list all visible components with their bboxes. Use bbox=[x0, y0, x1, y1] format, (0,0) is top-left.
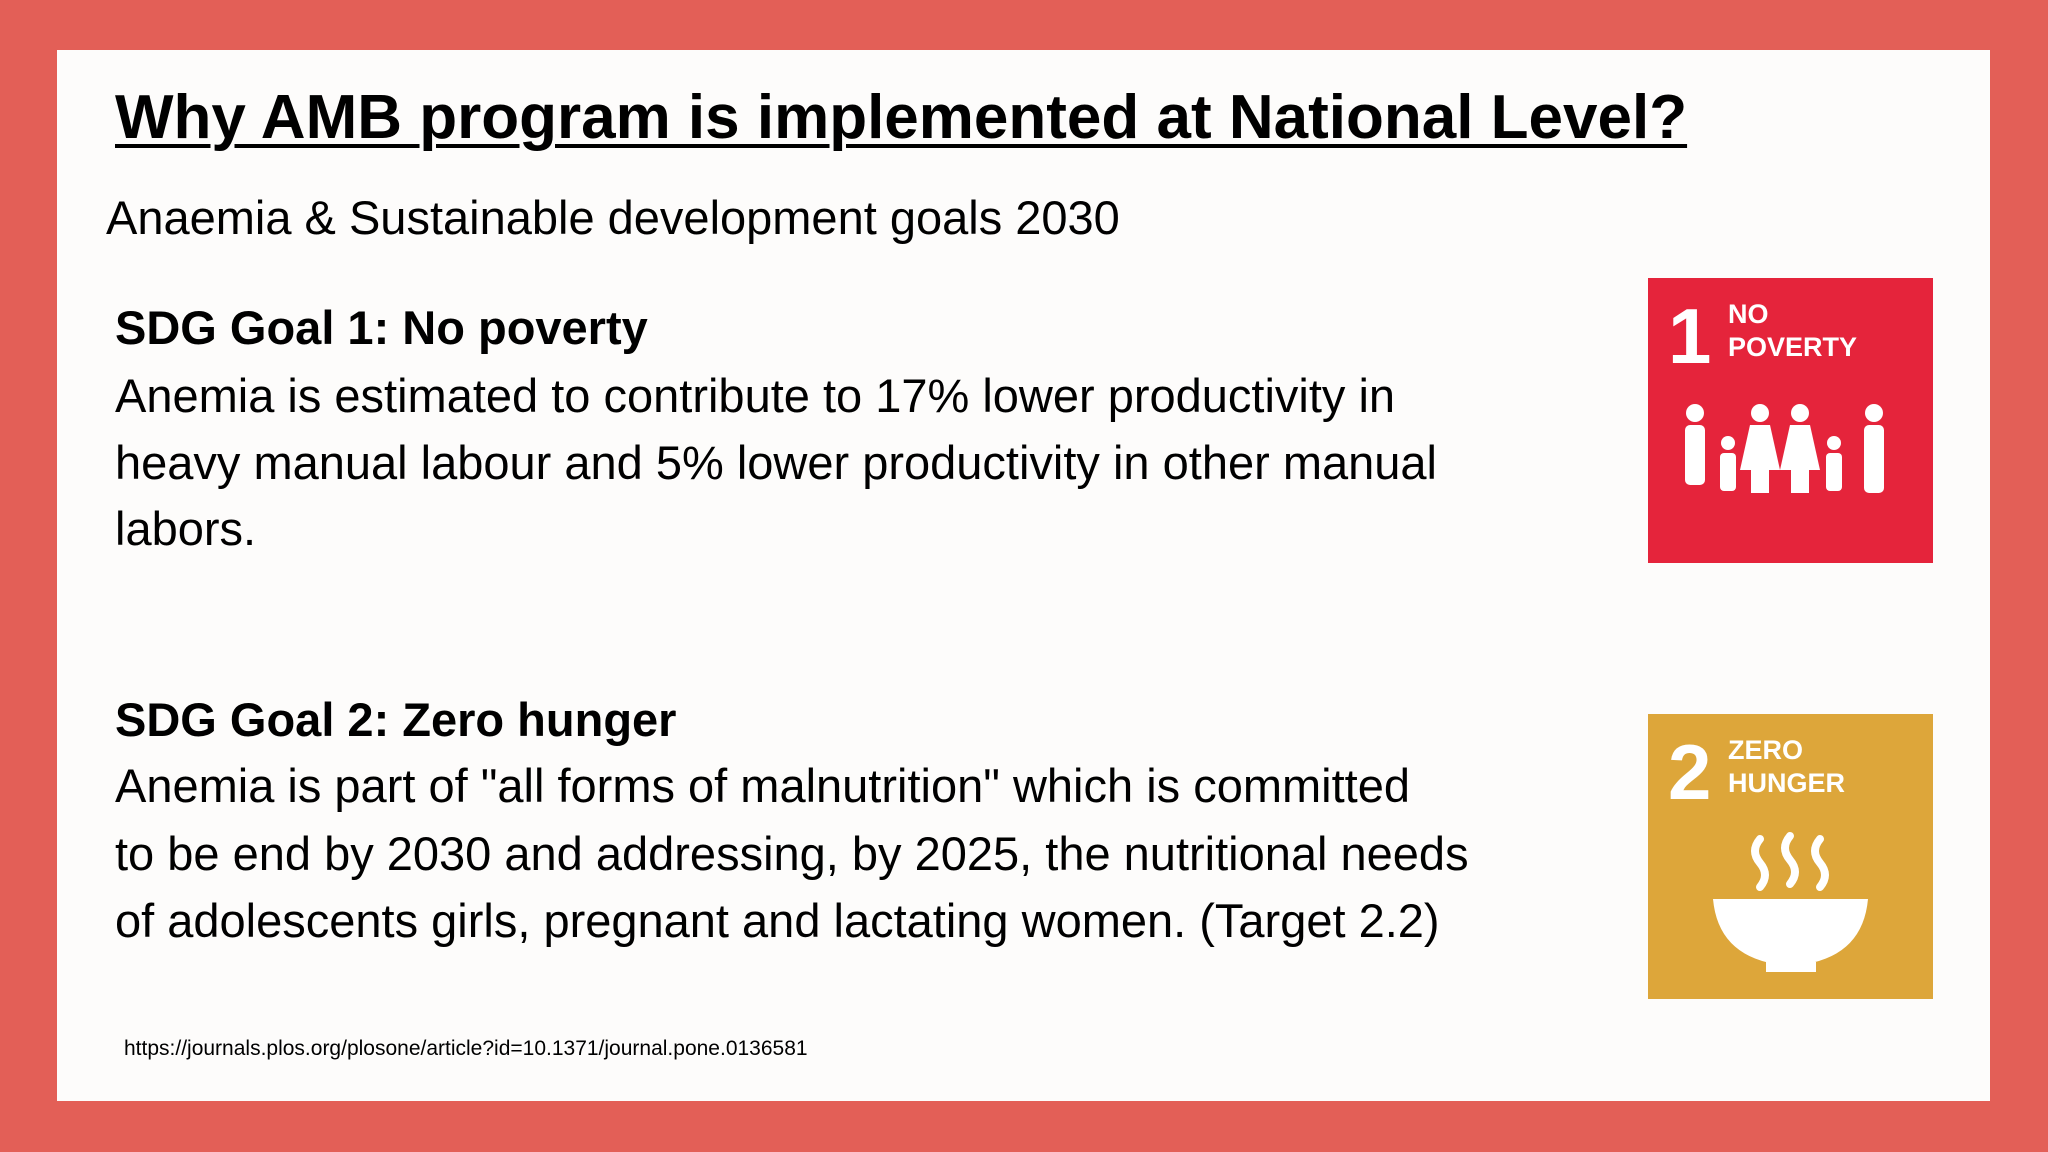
body-line: of adolescents girls, pregnant and lacta… bbox=[115, 894, 1440, 947]
subtitle: Anaemia & Sustainable development goals … bbox=[106, 191, 1120, 244]
icon-label: POVERTY bbox=[1728, 332, 1857, 362]
sdg-icon-2: 2 ZERO HUNGER bbox=[1648, 714, 1933, 999]
section-heading: SDG Goal 2: Zero hunger bbox=[115, 693, 677, 746]
family-figures bbox=[1685, 404, 1884, 493]
bowl bbox=[1713, 899, 1868, 964]
icon-number: 1 bbox=[1668, 292, 1711, 380]
slide: Why AMB program is implemented at Nation… bbox=[57, 50, 1990, 1101]
body-line: heavy manual labour and 5% lower product… bbox=[115, 436, 1437, 489]
steam bbox=[1751, 832, 1829, 891]
title: Why AMB program is implemented at Nation… bbox=[115, 83, 1688, 152]
body-line: Anemia is part of "all forms of malnutri… bbox=[115, 759, 1410, 812]
icon-number: 2 bbox=[1668, 728, 1711, 816]
source-link: https://journals.plos.org/plosone/articl… bbox=[124, 1037, 808, 1060]
body-line: to be end by 2030 and addressing, by 202… bbox=[115, 827, 1469, 880]
bowl-base bbox=[1766, 962, 1816, 972]
body-line: labors. bbox=[115, 502, 257, 555]
body-line: Anemia is estimated to contribute to 17%… bbox=[115, 369, 1396, 422]
icon-label: HUNGER bbox=[1728, 768, 1845, 798]
section-heading: SDG Goal 1: No poverty bbox=[115, 301, 648, 354]
sdg-icon-1: 1 NO POVERTY bbox=[1648, 278, 1933, 563]
icon-label: NO bbox=[1728, 299, 1769, 329]
icon-label: ZERO bbox=[1728, 735, 1803, 765]
